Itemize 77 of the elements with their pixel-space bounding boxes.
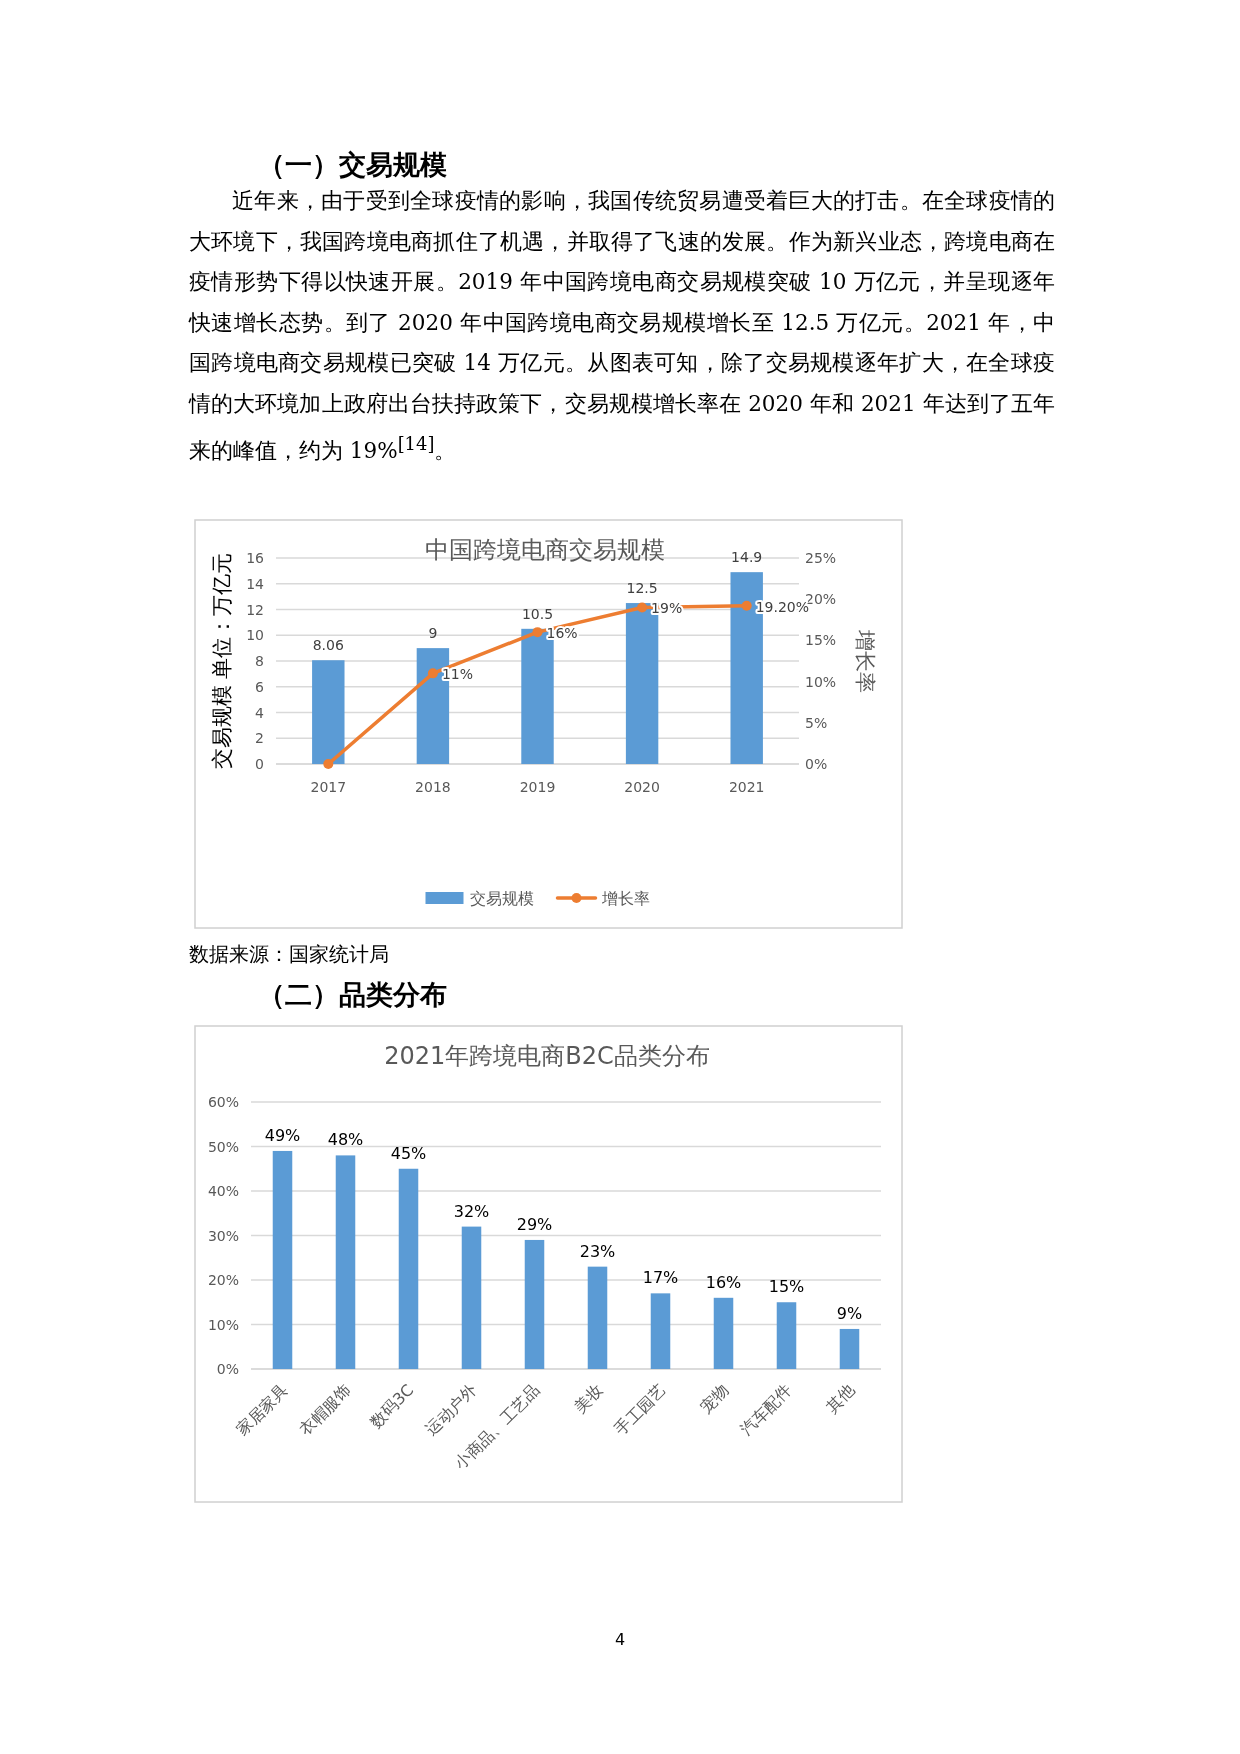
point: [637, 602, 648, 613]
bar: [398, 1168, 419, 1369]
y-tick-label: 60%: [207, 1094, 239, 1110]
bar: [650, 1293, 671, 1369]
x-tick-label: 家居家具: [232, 1380, 292, 1440]
bar: [776, 1302, 797, 1369]
data-label: 8.06: [312, 637, 344, 654]
data-label: 17%: [642, 1268, 679, 1288]
data-label: 19%: [651, 600, 683, 617]
x-tick-label: 衣帽服饰: [295, 1380, 355, 1440]
text: （一）交易规模: [258, 148, 447, 182]
data-label: 49%: [264, 1125, 301, 1145]
x-tick-label: 2021: [728, 779, 765, 795]
point: [427, 668, 438, 679]
y2-tick-label: 0%: [805, 756, 828, 772]
chart-title: 中国跨境电商交易规模: [425, 536, 665, 564]
data-label: 48%: [327, 1130, 364, 1150]
x-tick-label: 汽车配件: [736, 1380, 796, 1440]
data-label: 12.5: [626, 580, 658, 597]
y-tick-label: 16: [246, 550, 265, 566]
y-tick-label: 10%: [207, 1316, 239, 1333]
y-tick-label: 10: [246, 627, 264, 644]
data-label: 9%: [836, 1303, 863, 1323]
bar: [272, 1150, 293, 1369]
y2-tick-label: 5%: [805, 714, 828, 731]
data-label: 23%: [579, 1241, 616, 1261]
point: [741, 600, 752, 611]
point: [323, 759, 334, 769]
y-tick-label: 6: [255, 678, 265, 695]
data-label: 15%: [768, 1277, 805, 1297]
x-tick-label: 2017: [310, 779, 347, 795]
source-note: 数据来源：国家统计局: [189, 941, 389, 968]
chart-title: 2021年跨境电商B2C品类分布: [384, 1042, 710, 1070]
x-tick-label: 美妆: [570, 1380, 607, 1417]
y-tick-label: 0%: [216, 1361, 239, 1377]
point: [532, 627, 543, 638]
x-tick-label: 2020: [624, 779, 660, 795]
x-tick-label: 手工园艺: [610, 1380, 670, 1440]
y2-tick-label: 10%: [805, 673, 837, 690]
data-label: 10.5: [521, 605, 554, 622]
x-tick-label: 宠物: [696, 1380, 733, 1417]
x-tick-label: 数码3C: [366, 1380, 418, 1432]
y-tick-label: 2: [255, 730, 264, 747]
x-tick-label: 其他: [822, 1380, 859, 1417]
bar: [587, 1266, 608, 1369]
y-tick-label: 8: [255, 653, 264, 669]
legend-label: 交易规模: [469, 889, 534, 908]
text: （二）品类分布: [258, 978, 447, 1012]
y-tick-label: 4: [255, 704, 265, 721]
bar: [461, 1226, 482, 1369]
data-label: 32%: [453, 1201, 490, 1221]
text: 4: [615, 1630, 626, 1649]
bar: [335, 1155, 356, 1369]
y-tick-label: 50%: [207, 1138, 239, 1155]
bar: [839, 1328, 860, 1369]
y2-tick-label: 15%: [805, 632, 837, 649]
text: 近年来，由于受到全球疫情的影响，我国传统贸易遭受着巨大的打击。在全球疫情的大环境下，我国跨境电商抓住了机遇，并取得了飞速的发展。作为新兴业态，跨境电商在疫情形势下得以快速开展。2019 年中国跨境电商交易规模突破 10 万亿元，并呈现逐年快速增长态势。到了 2020 年中国跨境电商交易规模增长至 12.5 万亿元。2021 年，中国跨境电商交易规模已突破 14 万亿元。从图表可知，除了交易规模逐年扩大，在全球疫情的大环境加上政府出台扶持政策下，交易规模增长率在 2020 年和 2021 年达到了五年来的峰值，约为 19%$^{[14]}$。: [189, 188, 1055, 464]
data-label: 9: [428, 625, 438, 642]
data-label: 14.9: [731, 549, 763, 566]
x-tick-label: 2018: [415, 779, 451, 795]
data-label: 45%: [390, 1143, 427, 1163]
y-axis-title: 交易规模 单位：万亿元: [210, 552, 234, 770]
y-tick-label: 14: [246, 575, 265, 592]
bar: [312, 660, 345, 764]
data-label: 29%: [516, 1214, 553, 1234]
bar: [713, 1297, 734, 1369]
y2-tick-label: 25%: [805, 550, 837, 566]
x-tick-label: 2019: [519, 779, 556, 795]
y-tick-label: 0: [255, 756, 264, 772]
bar: [524, 1239, 545, 1369]
data-label: 16%: [705, 1272, 742, 1292]
y-tick-label: 12: [246, 601, 264, 618]
y2-axis-title: 增长率: [853, 628, 877, 693]
y-tick-label: 30%: [207, 1227, 239, 1244]
legend-label: 增长率: [600, 889, 650, 908]
y-tick-label: 40%: [207, 1183, 239, 1199]
y-tick-label: 20%: [207, 1272, 239, 1288]
